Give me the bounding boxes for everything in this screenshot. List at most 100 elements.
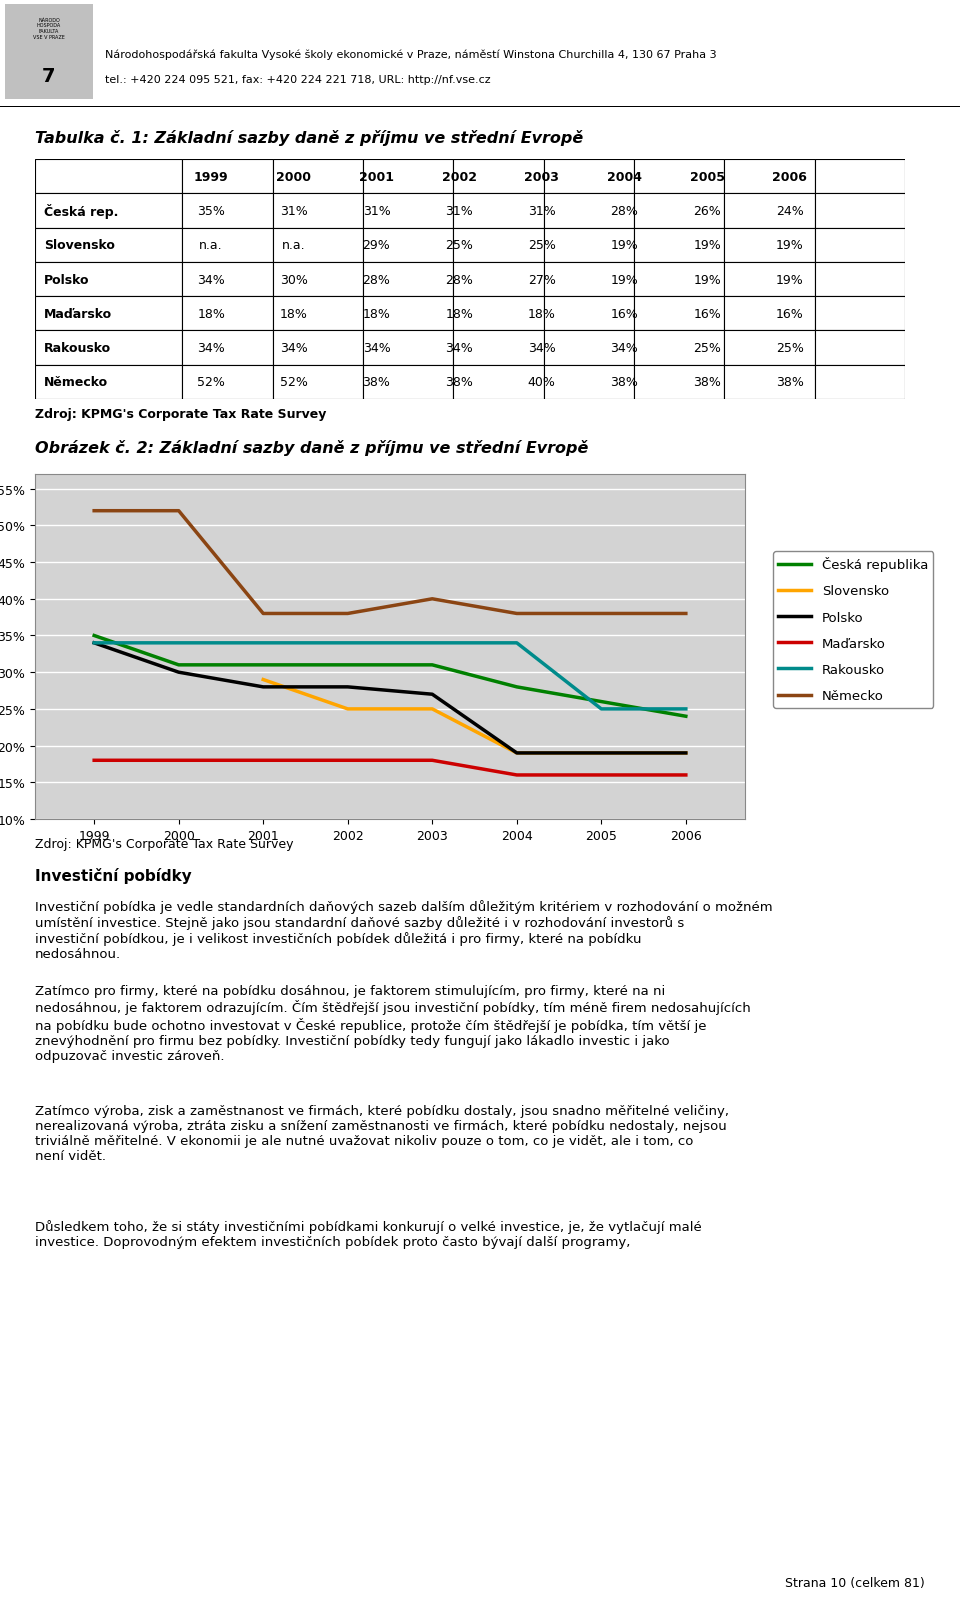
Text: 19%: 19% <box>776 239 804 252</box>
Text: 16%: 16% <box>693 308 721 321</box>
Text: Slovensko: Slovensko <box>44 239 114 252</box>
Text: Česká rep.: Česká rep. <box>44 203 118 220</box>
FancyBboxPatch shape <box>453 331 543 365</box>
Text: 2000: 2000 <box>276 171 311 184</box>
Text: 34%: 34% <box>528 342 556 355</box>
Text: Polsko: Polsko <box>44 273 89 286</box>
FancyBboxPatch shape <box>453 263 543 297</box>
Text: Německo: Německo <box>44 376 108 389</box>
FancyBboxPatch shape <box>543 297 634 331</box>
Text: Zdroj: KPMG's Corporate Tax Rate Survey: Zdroj: KPMG's Corporate Tax Rate Survey <box>35 838 294 851</box>
Text: 2004: 2004 <box>607 171 642 184</box>
FancyBboxPatch shape <box>543 331 634 365</box>
Text: 35%: 35% <box>197 205 225 218</box>
Text: 26%: 26% <box>693 205 721 218</box>
Text: Důsledkem toho, že si státy investičními pobídkami konkurují o velké investice, : Důsledkem toho, že si státy investičními… <box>35 1219 702 1248</box>
FancyBboxPatch shape <box>815 160 905 194</box>
Text: 19%: 19% <box>611 239 638 252</box>
FancyBboxPatch shape <box>35 263 182 297</box>
FancyBboxPatch shape <box>543 229 634 263</box>
Text: 25%: 25% <box>445 239 473 252</box>
FancyBboxPatch shape <box>363 365 453 400</box>
FancyBboxPatch shape <box>363 263 453 297</box>
Text: n.a.: n.a. <box>200 239 223 252</box>
FancyBboxPatch shape <box>543 194 634 229</box>
Text: 18%: 18% <box>528 308 556 321</box>
FancyBboxPatch shape <box>273 263 363 297</box>
FancyBboxPatch shape <box>363 160 453 194</box>
FancyBboxPatch shape <box>182 194 273 229</box>
FancyBboxPatch shape <box>725 194 815 229</box>
FancyBboxPatch shape <box>363 229 453 263</box>
Text: Rakousko: Rakousko <box>44 342 110 355</box>
FancyBboxPatch shape <box>453 160 543 194</box>
Text: Strana 10 (celkem 81): Strana 10 (celkem 81) <box>785 1575 925 1590</box>
Text: Zdroj: KPMG's Corporate Tax Rate Survey: Zdroj: KPMG's Corporate Tax Rate Survey <box>35 408 326 421</box>
FancyBboxPatch shape <box>725 160 815 194</box>
Text: Obrázek č. 2: Základní sazby daně z příjmu ve střední Evropě: Obrázek č. 2: Základní sazby daně z příj… <box>35 439 588 455</box>
Text: Maďarsko: Maďarsko <box>44 308 111 321</box>
FancyBboxPatch shape <box>815 194 905 229</box>
FancyBboxPatch shape <box>273 297 363 331</box>
Text: 2003: 2003 <box>524 171 560 184</box>
Text: 28%: 28% <box>363 273 391 286</box>
Text: 2005: 2005 <box>689 171 725 184</box>
Text: Tabulka č. 1: Základní sazby daně z příjmu ve střední Evropě: Tabulka č. 1: Základní sazby daně z příj… <box>35 129 584 145</box>
Text: 25%: 25% <box>776 342 804 355</box>
Text: 18%: 18% <box>197 308 225 321</box>
FancyBboxPatch shape <box>182 263 273 297</box>
Text: 52%: 52% <box>197 376 225 389</box>
FancyBboxPatch shape <box>453 297 543 331</box>
Text: 40%: 40% <box>528 376 556 389</box>
FancyBboxPatch shape <box>634 297 725 331</box>
Text: 30%: 30% <box>280 273 308 286</box>
Text: 38%: 38% <box>611 376 638 389</box>
Text: 2006: 2006 <box>772 171 807 184</box>
Legend: Česká republika, Slovensko, Polsko, Maďarsko, Rakousko, Německo: Česká republika, Slovensko, Polsko, Maďa… <box>773 552 933 709</box>
FancyBboxPatch shape <box>453 229 543 263</box>
Text: 31%: 31% <box>363 205 391 218</box>
Text: 1999: 1999 <box>194 171 228 184</box>
Text: 27%: 27% <box>528 273 556 286</box>
FancyBboxPatch shape <box>182 331 273 365</box>
Text: 34%: 34% <box>280 342 308 355</box>
Text: 2001: 2001 <box>359 171 394 184</box>
Text: 16%: 16% <box>611 308 638 321</box>
Text: Národohospodářská fakulta Vysoké školy ekonomické v Praze, náměstí Winstona Chur: Národohospodářská fakulta Vysoké školy e… <box>105 50 716 60</box>
FancyBboxPatch shape <box>815 331 905 365</box>
Text: 19%: 19% <box>776 273 804 286</box>
FancyBboxPatch shape <box>543 160 634 194</box>
FancyBboxPatch shape <box>634 229 725 263</box>
FancyBboxPatch shape <box>273 160 363 194</box>
Text: 38%: 38% <box>693 376 721 389</box>
Text: 34%: 34% <box>611 342 638 355</box>
FancyBboxPatch shape <box>725 365 815 400</box>
Text: Zatímco pro firmy, které na pobídku dosáhnou, je faktorem stimulujícím, pro firm: Zatímco pro firmy, které na pobídku dosá… <box>35 985 751 1062</box>
FancyBboxPatch shape <box>35 331 182 365</box>
FancyBboxPatch shape <box>35 297 182 331</box>
Text: 34%: 34% <box>363 342 391 355</box>
Text: 19%: 19% <box>693 273 721 286</box>
FancyBboxPatch shape <box>273 331 363 365</box>
Text: 16%: 16% <box>776 308 804 321</box>
FancyBboxPatch shape <box>725 331 815 365</box>
Text: 38%: 38% <box>776 376 804 389</box>
FancyBboxPatch shape <box>815 263 905 297</box>
Text: 18%: 18% <box>445 308 473 321</box>
FancyBboxPatch shape <box>35 194 182 229</box>
FancyBboxPatch shape <box>363 331 453 365</box>
FancyBboxPatch shape <box>182 297 273 331</box>
FancyBboxPatch shape <box>634 160 725 194</box>
Text: 31%: 31% <box>445 205 473 218</box>
FancyBboxPatch shape <box>634 194 725 229</box>
FancyBboxPatch shape <box>453 365 543 400</box>
Text: 18%: 18% <box>280 308 308 321</box>
Text: 19%: 19% <box>611 273 638 286</box>
FancyBboxPatch shape <box>634 331 725 365</box>
FancyBboxPatch shape <box>815 365 905 400</box>
FancyBboxPatch shape <box>815 297 905 331</box>
Text: 24%: 24% <box>776 205 804 218</box>
FancyBboxPatch shape <box>725 229 815 263</box>
Text: 18%: 18% <box>363 308 391 321</box>
FancyBboxPatch shape <box>273 194 363 229</box>
